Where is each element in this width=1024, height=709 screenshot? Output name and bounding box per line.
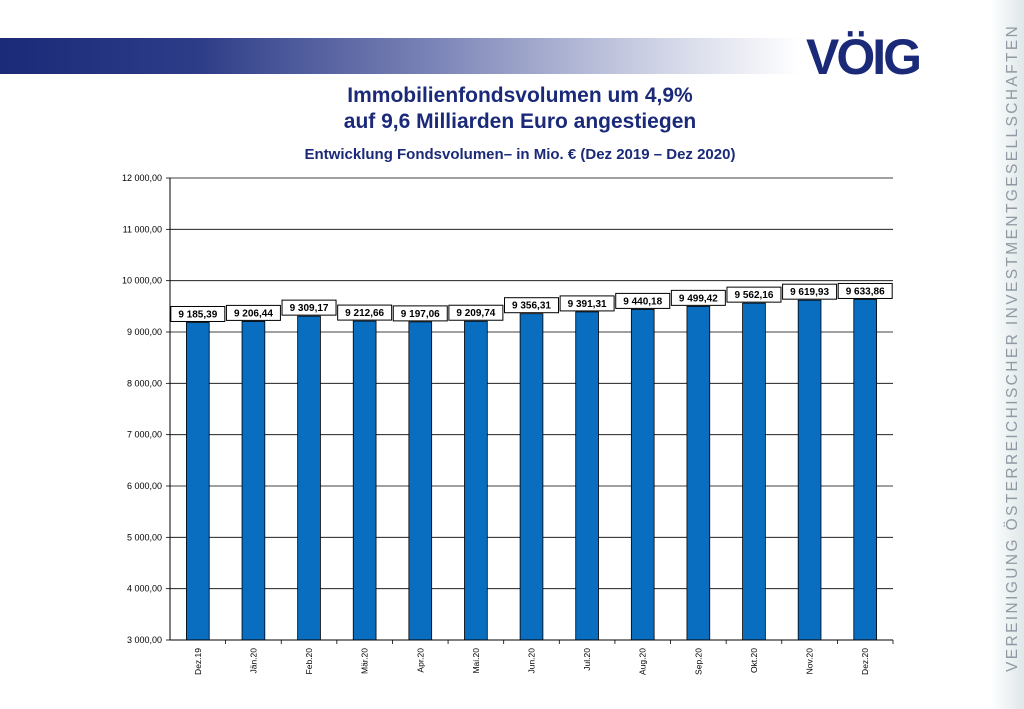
x-tick-label: Dez.19: [193, 648, 203, 675]
data-label: 9 391,31: [568, 299, 607, 310]
chart-subtitle: Entwicklung Fondsvolumen– in Mio. € (Dez…: [304, 146, 736, 163]
x-tick-label: Dez.20: [860, 648, 870, 675]
data-label: 9 209,74: [456, 308, 495, 319]
y-tick-label: 6 000,00: [127, 481, 162, 491]
data-label-box: [782, 283, 838, 300]
data-label-box: [448, 304, 504, 321]
y-tick-label: 8 000,00: [127, 378, 162, 388]
y-tick-label: 9 000,00: [127, 327, 162, 337]
data-label: 9 185,39: [178, 309, 217, 320]
x-tick-label: Nov.20: [805, 648, 815, 675]
bar: [186, 322, 210, 641]
y-tick-label: 3 000,00: [127, 635, 162, 645]
data-label: 9 356,31: [512, 301, 551, 312]
bar: [464, 320, 488, 641]
x-tick-label: Jän.20: [248, 648, 258, 674]
sidebar-strip: [990, 0, 1024, 709]
bar: [519, 313, 544, 641]
bar: [297, 315, 321, 641]
data-label-box: [281, 299, 337, 316]
data-label-box: [726, 286, 782, 303]
data-label: 9 619,93: [790, 287, 829, 298]
header-band: [0, 38, 800, 74]
x-tick-label: Feb.20: [304, 648, 314, 675]
data-label-box: [615, 292, 671, 309]
x-tick-label: Sep.20: [693, 648, 703, 675]
y-tick-label: 12 000,00: [122, 173, 162, 183]
data-label: 9 499,42: [679, 293, 718, 304]
voeig-logo: VÖIG: [806, 29, 922, 85]
y-tick-label: 4 000,00: [127, 584, 162, 594]
x-tick-label: Jul.20: [582, 648, 592, 671]
title-line-1: Immobilienfondsvolumen um 4,9%: [347, 84, 693, 107]
bar-layer: [186, 299, 877, 641]
data-label-box: [392, 305, 448, 322]
axis-layer: 3 000,00 4 000,00 5 000,00 6 000,00 7 000,00…: [122, 173, 894, 675]
bar: [352, 320, 377, 641]
x-tick-label: Mai.20: [471, 648, 481, 674]
bar: [408, 321, 433, 641]
data-label: 9 212,66: [345, 308, 384, 319]
bar: [630, 309, 655, 641]
bar: [742, 302, 766, 641]
data-label-box: [170, 305, 226, 322]
data-label: 9 206,44: [234, 308, 273, 319]
data-label: 9 562,16: [734, 290, 773, 301]
bar: [575, 311, 599, 641]
x-tick-label: Aug.20: [638, 648, 648, 675]
x-tick-label: Jun.20: [527, 648, 537, 674]
y-tick-label: 7 000,00: [127, 430, 162, 440]
bar: [797, 299, 822, 641]
data-label: 9 309,17: [290, 303, 329, 314]
bar: [853, 299, 877, 641]
x-tick-label: Okt.20: [749, 648, 759, 673]
data-label-box: [670, 289, 726, 306]
data-label-layer: 9 185,39 9 206,44 9 309,17 9 212,66 9 197,06…: [170, 282, 893, 322]
data-label-box: [337, 304, 393, 321]
y-tick-label: 11 000,00: [123, 224, 162, 234]
data-label-box: [559, 295, 615, 312]
x-tick-label: Apr.20: [415, 648, 425, 673]
data-label-box: [225, 304, 281, 321]
bar: [241, 321, 266, 641]
data-label-box: [504, 297, 559, 314]
data-label: 9 633,86: [846, 286, 885, 297]
bar: [686, 305, 711, 641]
data-label: 9 197,06: [401, 309, 440, 320]
data-label-box: [837, 282, 893, 299]
title-line-2: auf 9,6 Milliarden Euro angestiegen: [343, 110, 697, 133]
y-tick-label: 5 000,00: [127, 532, 162, 542]
data-label: 9 440,18: [623, 296, 662, 307]
y-tick-label: 10 000,00: [122, 276, 162, 286]
x-tick-label: Mär.20: [360, 648, 370, 674]
